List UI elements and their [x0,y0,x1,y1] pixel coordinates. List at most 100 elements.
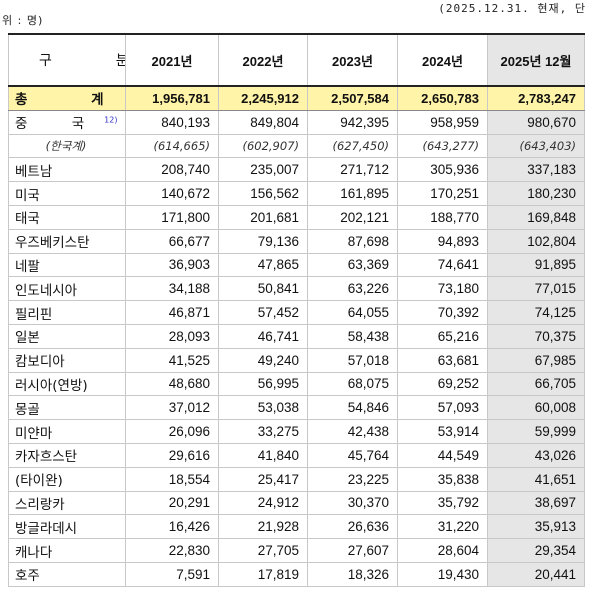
total-label: 총 계 [8,85,126,111]
country-value: 43,026 [487,442,585,468]
column-header-2024: 2024년 [397,33,488,87]
country-name: 몽골 [8,395,126,421]
table-row: 우즈베키스탄 66,677 79,136 87,698 94,893 102,804 [8,228,585,254]
table-row: 미얀마 26,096 33,275 42,438 53,914 59,999 [8,419,585,444]
country-value: 38,697 [487,490,585,516]
country-value: 87,698 [307,228,398,254]
country-value: 16,426 [125,514,219,540]
table-row: 방글라데시 16,426 21,928 26,636 31,220 35,913 [8,514,585,540]
country-name: 호주 [8,561,126,587]
total-value: 1,956,781 [125,85,219,111]
column-header-2025-dec: 2025년 12월 [487,33,585,87]
country-name: 캄보디아 [8,347,126,373]
column-header-category: 구 분 [8,33,126,87]
country-value: 19,430 [397,561,488,587]
country-name: 우즈베키스탄 [8,228,126,254]
country-value: 66,677 [125,228,219,254]
unit-note-left: 위 : 명) [2,14,44,27]
country-value: 24,912 [218,490,308,516]
country-name: 카자흐스탄 [8,442,126,468]
country-value: 74,125 [487,300,585,325]
country-value: 31,220 [397,514,488,540]
country-value: 161,895 [307,181,398,206]
table-row: 인도네시아 34,188 50,841 63,226 73,180 77,015 [8,276,585,302]
country-value: 22,830 [125,538,219,563]
country-value: 57,018 [307,347,398,373]
country-value: 208,740 [125,157,219,183]
country-value: 74,641 [397,252,488,278]
country-name: 일본 [8,323,126,349]
country-value: 23,225 [307,466,398,492]
table-row: (타이완) 18,554 25,417 23,225 35,838 41,651 [8,466,585,492]
country-value: 94,893 [397,228,488,254]
country-value: 45,764 [307,442,398,468]
footnote-marker: 12) [104,115,118,125]
country-value: 68,075 [307,371,398,397]
column-header-2021: 2021년 [125,33,219,87]
country-value: 77,015 [487,276,585,302]
country-value: 35,792 [397,490,488,516]
nationality-stats-table: 구 분 2021년 2022년 2023년 2024년 2025년 12월 총 … [8,33,585,587]
country-value: 73,180 [397,276,488,302]
country-value: 64,055 [307,300,398,325]
country-value: 37,012 [125,395,219,421]
table-row: 호주 7,591 17,819 18,326 19,430 20,441 [8,561,585,587]
country-value: 21,928 [218,514,308,540]
country-value: 47,865 [218,252,308,278]
header-row: 구 분 2021년 2022년 2023년 2024년 2025년 12월 [8,33,585,87]
country-name: 미국 [8,181,126,206]
column-header-2023: 2023년 [307,33,398,87]
country-value: 35,838 [397,466,488,492]
country-value: 102,804 [487,228,585,254]
country-name: 네팔 [8,252,126,278]
korean-chinese-value: (643,277) [397,133,488,159]
country-value: 69,252 [397,371,488,397]
country-value: 27,607 [307,538,398,563]
total-value: 2,245,912 [218,85,308,111]
country-value: 170,251 [397,181,488,206]
country-name: 베트남 [8,157,126,183]
country-value: 66,705 [487,371,585,397]
country-value: 271,712 [307,157,398,183]
country-value: 46,871 [125,300,219,325]
country-value: 18,554 [125,466,219,492]
country-value: 140,672 [125,181,219,206]
country-name: 캐나다 [8,538,126,563]
country-value: 70,375 [487,323,585,349]
table-row: 캄보디아 41,525 49,240 57,018 63,681 67,985 [8,347,585,373]
table-row: 카자흐스탄 29,616 41,840 45,764 44,549 43,026 [8,442,585,468]
country-value: 60,008 [487,395,585,421]
total-row: 총 계 1,956,781 2,245,912 2,507,584 2,650,… [8,85,585,111]
country-value: 57,093 [397,395,488,421]
country-value: 59,999 [487,419,585,444]
country-name: 스리랑카 [8,490,126,516]
country-value: 63,681 [397,347,488,373]
country-value: 180,230 [487,181,585,206]
china-label: 중 국12) [8,109,126,135]
country-value: 48,680 [125,371,219,397]
country-value: 30,370 [307,490,398,516]
country-value: 42,438 [307,419,398,444]
country-value: 63,226 [307,276,398,302]
table-row: 태국 171,800 201,681 202,121 188,770 169,848 [8,204,585,230]
country-value: 28,093 [125,323,219,349]
china-value: 980,670 [487,109,585,135]
country-value: 41,840 [218,442,308,468]
country-value: 70,392 [397,300,488,325]
china-value: 942,395 [307,109,398,135]
china-row: 중 국12) 840,193 849,804 942,395 958,959 9… [8,109,585,135]
country-value: 33,275 [218,419,308,444]
country-value: 26,636 [307,514,398,540]
country-value: 188,770 [397,204,488,230]
table-row: 러시아(연방) 48,680 56,995 68,075 69,252 66,705 [8,371,585,397]
table-row: 일본 28,093 46,741 58,438 65,216 70,375 [8,323,585,349]
total-value: 2,507,584 [307,85,398,111]
country-value: 53,038 [218,395,308,421]
country-value: 171,800 [125,204,219,230]
country-value: 169,848 [487,204,585,230]
korean-chinese-value: (602,907) [218,133,308,159]
country-name: 태국 [8,204,126,230]
country-value: 27,705 [218,538,308,563]
country-name: 방글라데시 [8,514,126,540]
country-name: (타이완) [8,466,126,492]
